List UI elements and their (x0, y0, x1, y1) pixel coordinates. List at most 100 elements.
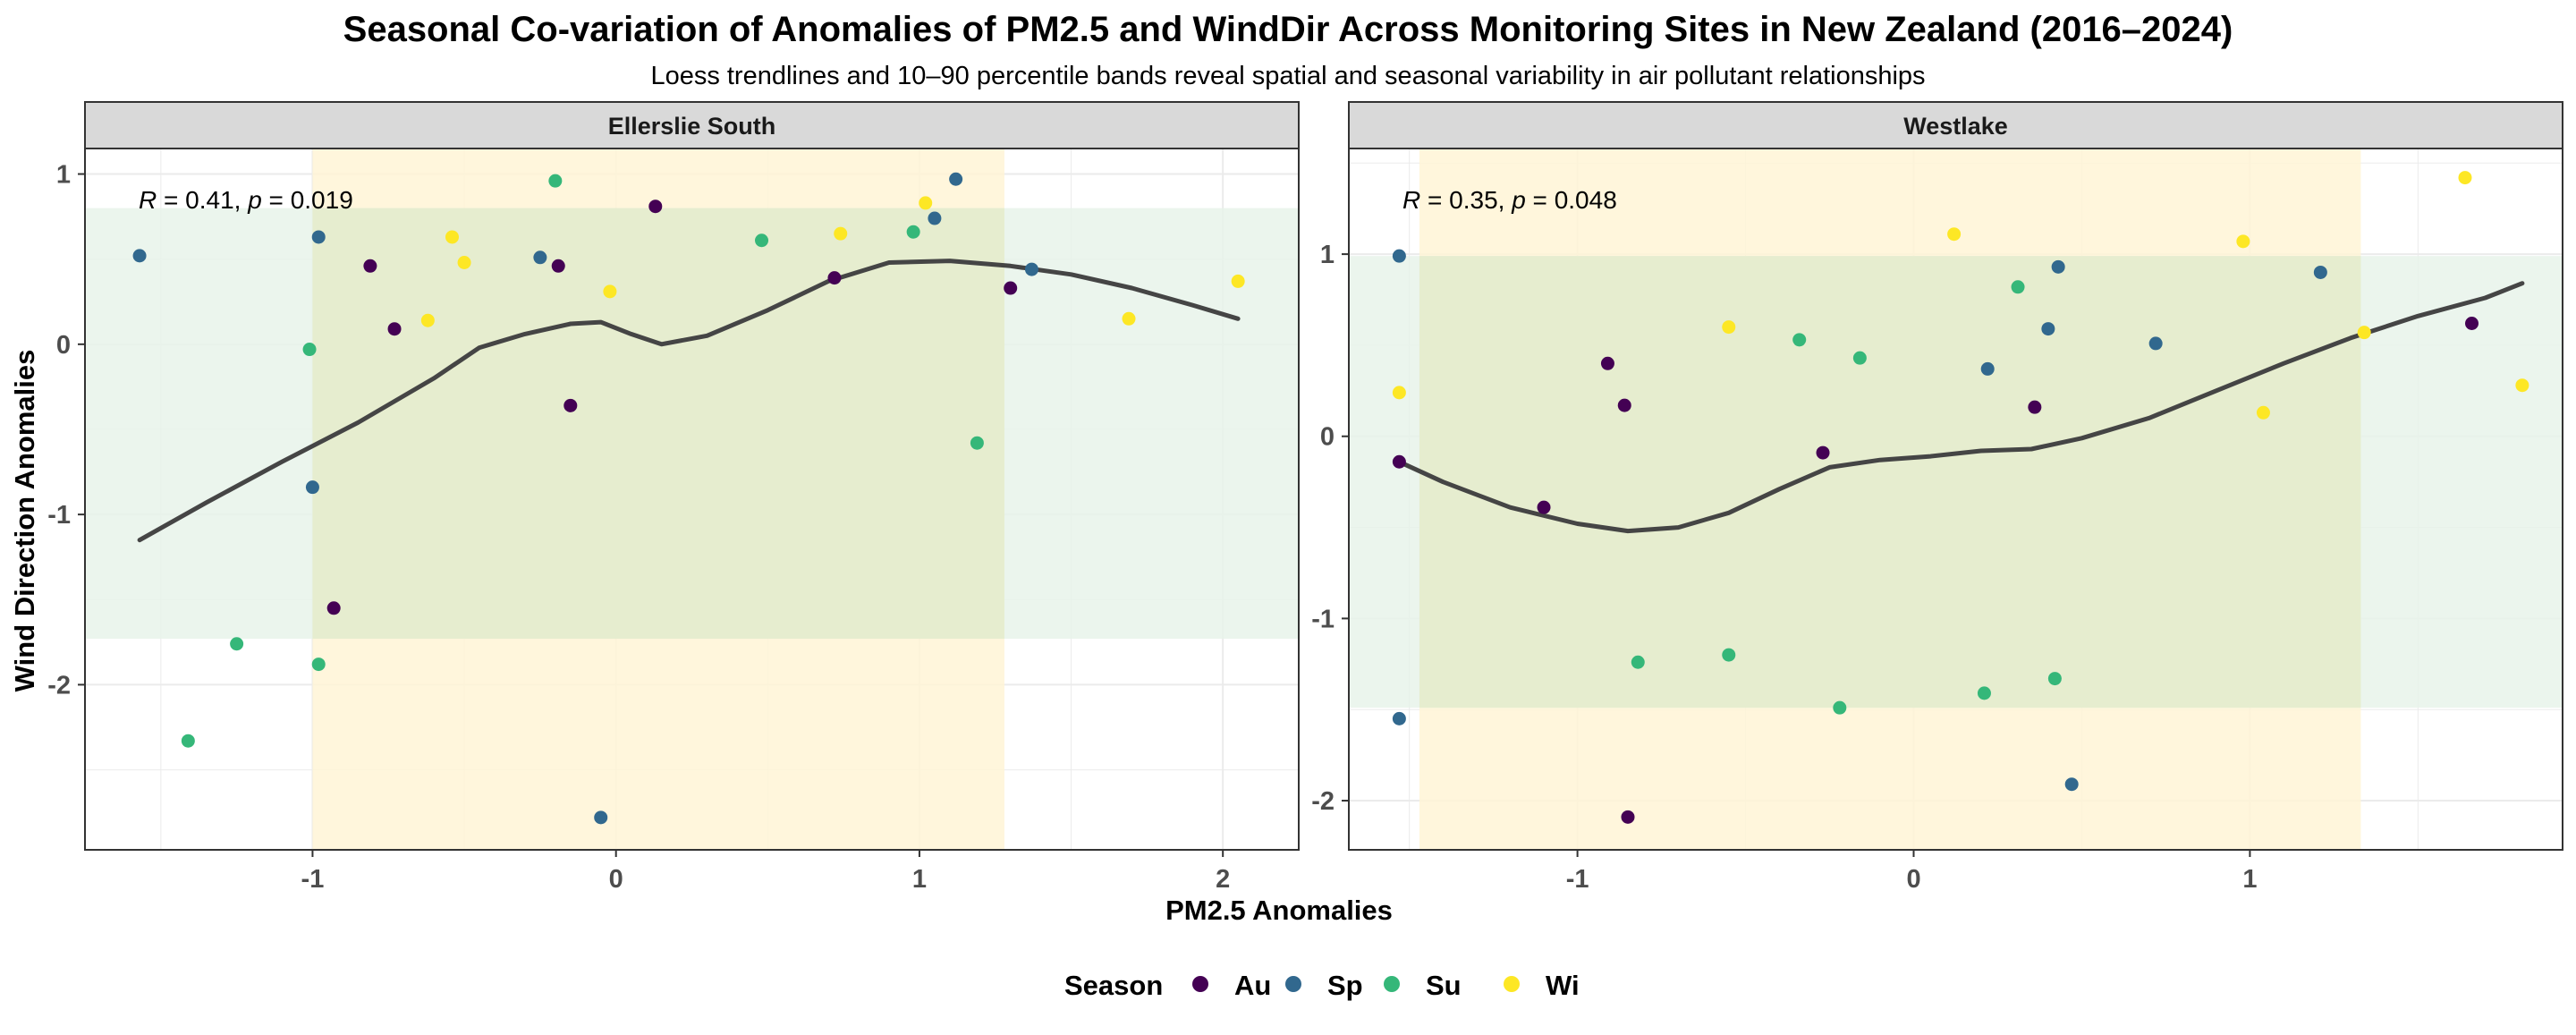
data-point-su (906, 225, 920, 239)
facet-strip-label: Ellerslie South (608, 113, 776, 140)
legend-title: Season (1064, 970, 1163, 1001)
data-point-su (1631, 655, 1645, 669)
x-tick-label: 1 (2242, 865, 2257, 894)
data-point-au (326, 601, 341, 615)
loess-trend-line (1396, 281, 2525, 534)
correlation-annotation: R = 0.35, p = 0.048 (1402, 186, 1617, 214)
data-point-su (1977, 686, 1991, 700)
data-point-au (1600, 356, 1614, 370)
data-point-sp (2148, 336, 2163, 351)
data-point-su (1833, 700, 1847, 715)
y-tick-label: -2 (1311, 787, 1335, 816)
data-point-wi (1947, 227, 1962, 242)
data-point-sp (1392, 711, 1406, 725)
data-point-su (302, 343, 317, 357)
y-tick-label: 0 (56, 331, 71, 360)
data-point-wi (1722, 320, 1736, 335)
panel-westlake: Westlake R = 0.35, p = 0.048 -1 0 1 1 0 -1 -2 (1311, 101, 2563, 894)
x-tick-label: 0 (1906, 865, 1920, 894)
data-point-sp (2313, 265, 2327, 279)
data-point-wi (919, 196, 933, 210)
legend: Season Au Sp Su Wi (1064, 970, 1580, 1001)
legend-key-wi (1504, 976, 1520, 992)
legend-key-sp (1285, 976, 1301, 992)
data-point-au (1621, 810, 1635, 824)
data-point-wi (420, 313, 435, 327)
data-point-au (1816, 445, 1830, 460)
data-point-su (1792, 333, 1807, 347)
facet-strip-label: Westlake (1903, 113, 2008, 140)
y-tick-label: -2 (47, 671, 71, 700)
band-overlap (1419, 256, 2361, 708)
x-tick-label: 0 (609, 865, 623, 894)
data-point-su (755, 233, 769, 248)
panel-ellerslie-south: Ellerslie South R = 0.41, p = 0.019 -1 0 1 2 1… (47, 101, 1300, 894)
data-point-sp (1024, 262, 1038, 276)
y-tick-label: -1 (47, 501, 71, 530)
data-point-sp (1392, 249, 1406, 263)
data-point-au (387, 322, 402, 336)
y-axis-label: Wind Direction Anomalies (9, 350, 40, 692)
chart-subtitle: Loess trendlines and 10–90 percentile ba… (650, 62, 1925, 90)
data-point-sp (1980, 361, 1995, 376)
data-point-sp (928, 211, 942, 225)
data-point-wi (603, 284, 617, 299)
loess-trend-line (137, 259, 1241, 543)
data-point-wi (1122, 311, 1136, 326)
data-point-au (363, 259, 377, 273)
data-point-sp (132, 249, 147, 263)
data-point-wi (2458, 171, 2472, 185)
data-point-au (2465, 316, 2479, 330)
data-points (1392, 171, 2529, 824)
legend-label: Wi (1546, 970, 1580, 1001)
y-tick-label: -1 (1311, 605, 1335, 633)
data-point-wi (2256, 405, 2270, 420)
y-tick-label: 0 (1320, 423, 1335, 452)
panel-plot-area (85, 148, 1299, 850)
legend-key-su (1384, 976, 1400, 992)
data-point-wi (2357, 326, 2371, 340)
legend-label: Sp (1327, 970, 1363, 1001)
data-point-wi (2515, 378, 2529, 393)
data-point-sp (594, 810, 608, 825)
data-point-wi (1392, 386, 1406, 400)
data-point-sp (533, 250, 547, 265)
data-point-su (548, 174, 563, 188)
data-point-su (2011, 280, 2025, 294)
data-point-su (970, 436, 984, 450)
legend-entry-wi: Wi (1504, 970, 1580, 1001)
data-point-au (1004, 281, 1018, 295)
data-point-sp (305, 480, 319, 495)
data-point-au (648, 199, 663, 214)
data-point-wi (834, 226, 848, 241)
data-point-sp (2051, 259, 2065, 274)
panel-border (84, 148, 1300, 851)
legend-entry-au: Au (1192, 970, 1271, 1001)
data-point-au (564, 398, 578, 412)
data-point-su (311, 657, 326, 672)
data-point-sp (2041, 322, 2055, 336)
data-point-au (827, 271, 842, 285)
data-point-au (1392, 454, 1406, 469)
y-tick-label: 1 (56, 161, 71, 190)
data-point-au (551, 259, 565, 273)
facet-strip (1348, 101, 2563, 149)
panel-border (1348, 148, 2563, 851)
data-point-su (230, 637, 244, 651)
band-overlap (312, 208, 1004, 640)
data-point-sp (2064, 777, 2079, 792)
legend-key-au (1192, 976, 1208, 992)
x-tick-label: -1 (1566, 865, 1589, 894)
correlation-annotation: R = 0.41, p = 0.019 (139, 186, 353, 214)
legend-label: Su (1426, 970, 1462, 1001)
data-point-wi (457, 255, 471, 269)
data-point-su (2047, 672, 2062, 686)
data-point-au (1617, 398, 1631, 412)
data-point-su (1722, 648, 1736, 662)
facet-strip (84, 101, 1300, 149)
data-point-sp (311, 230, 326, 244)
legend-entry-su: Su (1384, 970, 1462, 1001)
x-tick-label: -1 (301, 865, 325, 894)
